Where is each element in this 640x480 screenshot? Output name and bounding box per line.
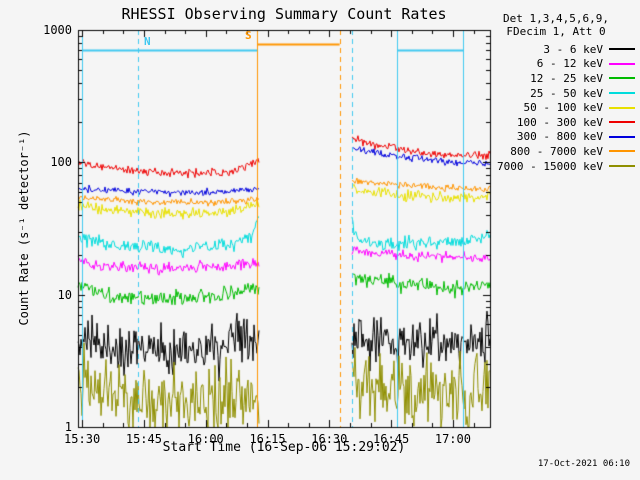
legend-detector-line2: FDecim 1, Att 0 [506,25,606,38]
x-tick-label: 15:45 [125,432,162,446]
chart-title: RHESSI Observing Summary Count Rates [121,5,447,23]
legend-entry-label: 800 - 7000 keV [510,144,603,158]
legend-entry: 3 - 6 keV [477,42,635,57]
legend-entry-label: 6 - 12 keV [536,57,603,71]
legend-entry-label: 100 - 300 keV [516,115,603,129]
legend-detector-line1: Det 1,3,4,5,6,9, [503,12,609,25]
y-tick-label: 1000 [43,23,72,37]
event-label-s: S [244,29,252,43]
legend-entry: 800 - 7000 keV [477,144,635,159]
x-tick-label: 16:15 [249,432,286,446]
legend-entry-label: 12 - 25 keV [530,71,603,85]
legend-entry-color-line [609,165,635,168]
legend-entry: 25 - 50 keV [477,86,635,101]
y-tick-label: 100 [50,155,72,170]
plot-generated-timestamp: 17-Oct-2021 06:10 [537,459,630,469]
x-tick-label: 17:00 [434,432,471,446]
legend-entry-color-line [609,106,635,109]
legend-entry-color-line [609,135,635,138]
legend-entry-label: 7000 - 15000 keV [497,159,603,173]
legend-entry-color-line [609,121,635,124]
x-axis-label: Start Time (16-Sep-06 15:29:02) [162,440,406,455]
legend-entry: 300 - 800 keV [477,130,635,145]
y-tick-label: 10 [57,287,72,302]
event-label-n: N [144,35,151,49]
x-tick-label: 16:00 [187,432,224,446]
legend-entry: 6 - 12 keV [477,57,635,72]
x-tick-label: 16:30 [311,432,348,446]
legend-entry: 100 - 300 keV [477,115,635,130]
legend-entry: 12 - 25 keV [477,71,635,86]
legend-entry: 7000 - 15000 keV [477,159,635,174]
y-axis-label: Count Rate (s⁻¹ detector⁻¹) [17,130,31,326]
legend-entry-color-line [609,62,635,65]
legend-entry: 50 - 100 keV [477,100,635,115]
legend-entry-label: 300 - 800 keV [516,130,603,144]
legend-entry-color-line [609,150,635,153]
legend-entry-color-line [609,77,635,80]
x-tick-label: 16:45 [373,432,410,446]
legend-entry-label: 3 - 6 keV [543,42,603,56]
y-tick-label: 1 [64,420,72,434]
x-tick-label: 15:30 [64,432,101,446]
legend-entry-color-line [609,48,635,51]
legend-entry-color-line [609,92,635,95]
legend: Det 1,3,4,5,6,9, FDecim 1, Att 0 3 - 6 k… [477,12,635,173]
legend-entry-label: 25 - 50 keV [530,86,603,100]
legend-entries: 3 - 6 keV 6 - 12 keV 12 - 25 keV 25 - 50 ke… [477,42,635,173]
legend-entry-label: 50 - 100 keV [523,101,603,115]
